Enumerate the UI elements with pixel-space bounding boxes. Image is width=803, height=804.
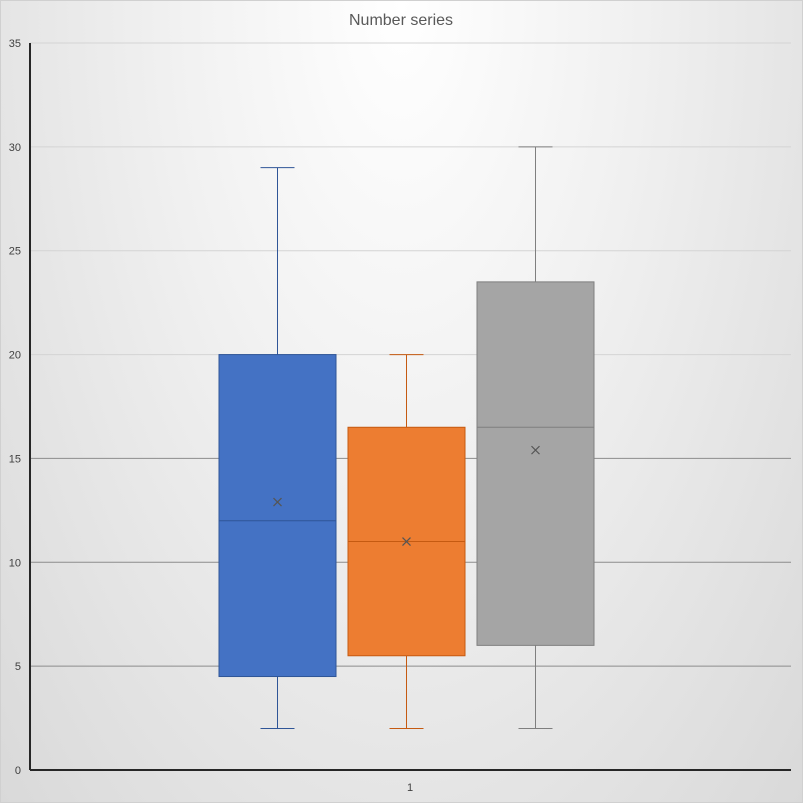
y-tick-label: 5 bbox=[15, 661, 21, 673]
y-tick-label: 25 bbox=[9, 246, 21, 258]
mean-marker bbox=[402, 537, 411, 546]
mean-stroke bbox=[402, 537, 411, 546]
iqr-box bbox=[218, 354, 337, 678]
y-tick-label: 30 bbox=[9, 142, 21, 154]
iqr-box bbox=[476, 281, 595, 646]
x-tick-label: 1 bbox=[407, 782, 413, 794]
y-tick-label: 35 bbox=[9, 38, 21, 50]
y-tick-label: 20 bbox=[9, 350, 21, 362]
y-tick-label: 10 bbox=[9, 557, 21, 569]
mean-marker bbox=[273, 497, 282, 507]
box-series-2 bbox=[347, 354, 466, 729]
y-tick-label: 0 bbox=[15, 765, 21, 777]
mean-stroke bbox=[273, 497, 282, 507]
chart-title: Number series bbox=[349, 12, 453, 29]
axes: 0 5 10 15 20 25 30 35 1 bbox=[9, 38, 791, 794]
box-series bbox=[218, 146, 595, 729]
box-series-1 bbox=[218, 167, 337, 729]
box-series-3 bbox=[476, 146, 595, 729]
mean-marker bbox=[531, 445, 540, 455]
y-tick-label: 15 bbox=[9, 453, 21, 465]
mean-stroke bbox=[531, 445, 540, 455]
